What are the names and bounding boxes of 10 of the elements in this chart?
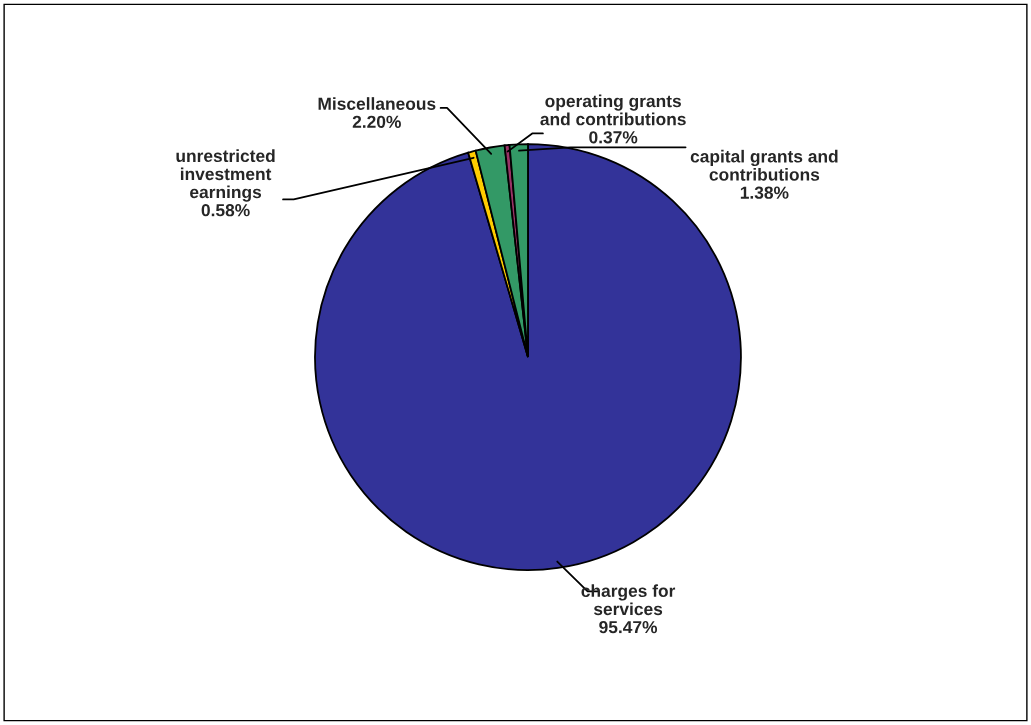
slice-label: unrestricted investment earnings bbox=[176, 149, 275, 202]
data-label: 2.20% bbox=[352, 115, 401, 128]
slice-label: capital grants and contributions bbox=[690, 149, 838, 181]
data-label: 95.47% bbox=[599, 620, 658, 634]
slice-label: Miscellaneous bbox=[318, 97, 436, 110]
data-label: 0.58% bbox=[201, 204, 250, 217]
data-label: 0.37% bbox=[589, 131, 638, 144]
slice-label: charges for services bbox=[581, 584, 676, 616]
slice-label: operating grants and contributions bbox=[540, 94, 686, 126]
data-label: 1.38% bbox=[740, 186, 789, 199]
